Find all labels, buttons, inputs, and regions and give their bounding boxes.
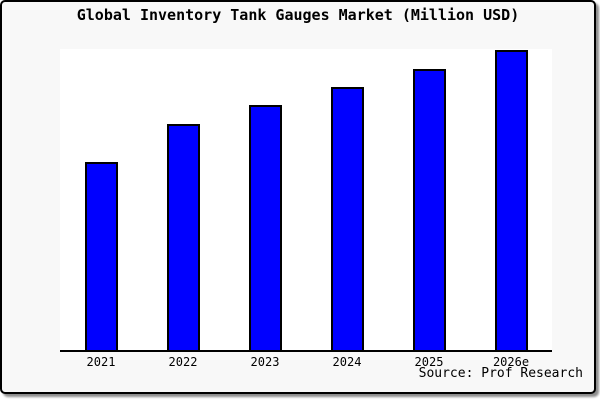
bar-2024	[331, 87, 364, 350]
x-tick-2021: 2021	[86, 355, 116, 369]
bar-2025	[413, 69, 446, 350]
x-tick-2023: 2023	[250, 355, 280, 369]
chart-title: Global Inventory Tank Gauges Market (Mil…	[76, 6, 520, 24]
bar-2022	[167, 124, 200, 350]
x-tick-2022: 2022	[168, 355, 198, 369]
plot-area	[60, 49, 552, 352]
bar-2026e	[495, 50, 528, 350]
bar-2023	[249, 105, 282, 350]
x-tick-2024: 2024	[332, 355, 362, 369]
x-axis: 2021 2022 2023 2024 2025 2026e	[60, 355, 552, 371]
x-tick-2026e: 2026e	[492, 355, 530, 369]
chart-card: Global Inventory Tank Gauges Market (Mil…	[0, 0, 596, 394]
bar-2021	[85, 162, 118, 350]
x-tick-2025: 2025	[414, 355, 444, 369]
source-credit: Source: Prof Research	[418, 366, 583, 381]
